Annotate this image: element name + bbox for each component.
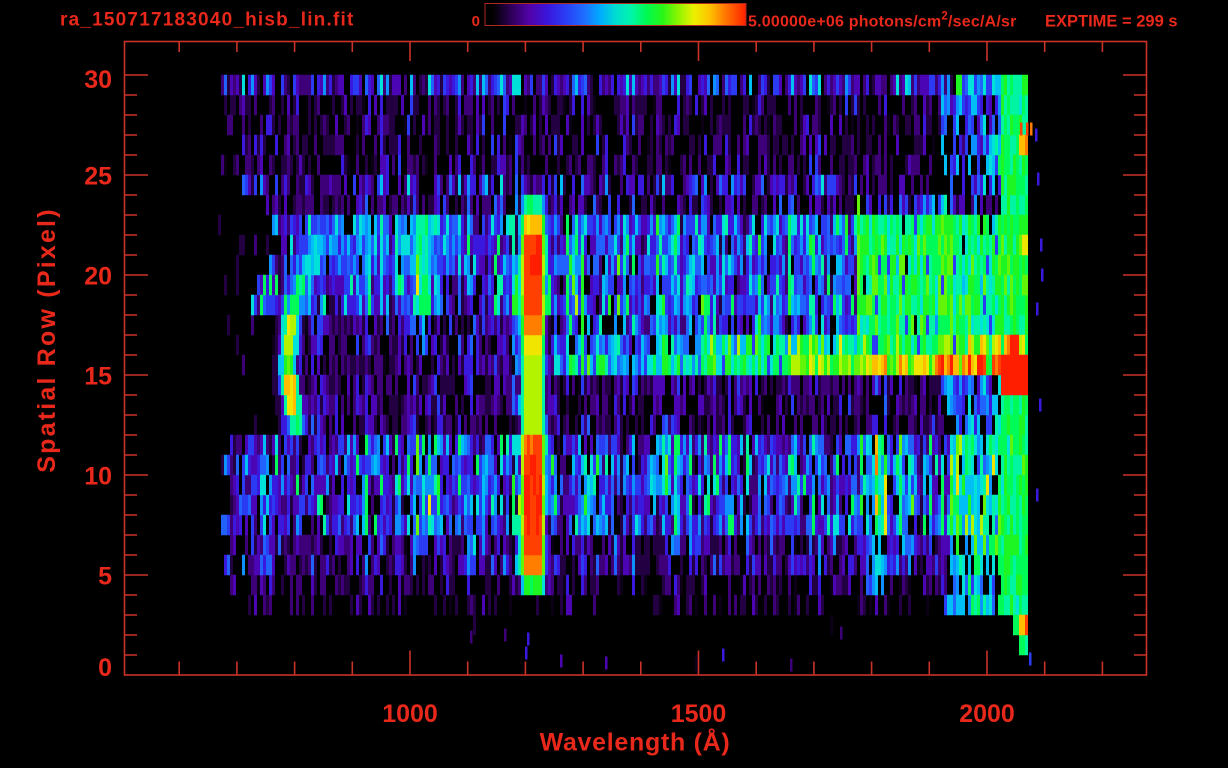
svg-text:25: 25 [84,163,112,191]
svg-text:Spatial Row (Pixel): Spatial Row (Pixel) [33,207,61,472]
svg-text:10: 10 [84,463,112,491]
svg-text:1500: 1500 [671,700,727,728]
svg-text:1000: 1000 [382,700,438,728]
svg-text:2000: 2000 [959,700,1015,728]
svg-text:0: 0 [98,654,112,682]
svg-text:EXPTIME = 299 s: EXPTIME = 299 s [1045,13,1178,31]
svg-text:30: 30 [84,66,112,94]
svg-text:Wavelength (Å): Wavelength (Å) [540,728,731,757]
svg-text:15: 15 [84,363,112,391]
svg-text:5: 5 [98,563,112,591]
svg-text:5.00000e+06 photons/cm2/sec/A/: 5.00000e+06 photons/cm2/sec/A/sr [748,11,1017,31]
svg-text:0: 0 [472,13,480,30]
svg-text:20: 20 [84,263,112,291]
svg-text:ra_150717183040_hisb_lin.fit: ra_150717183040_hisb_lin.fit [60,10,355,31]
